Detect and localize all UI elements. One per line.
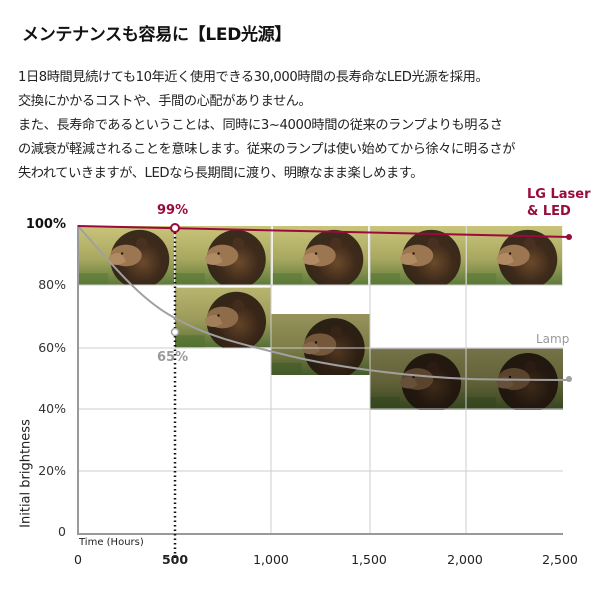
x-tick-2500: 2,500 [542, 552, 578, 567]
lion-photo-icon [370, 226, 466, 285]
lion-image-tiles [78, 226, 563, 410]
legend-lamp: Lamp [536, 332, 570, 346]
description-text: 1日8時間見続けても10年近く使用できる30,000時間の長寿命なLED光源を採… [18, 66, 598, 186]
lamp-end-point[interactable] [566, 376, 572, 382]
x-axis-title: Time (Hours) [79, 537, 144, 548]
page-title: メンテナンスも容易に【LED光源】 [22, 25, 292, 45]
y-tick-40: 40% [38, 401, 66, 416]
x-tick-500: 500 [161, 552, 189, 567]
x-tick-0: 0 [74, 552, 82, 567]
legend-led-line1: LG Laser [527, 187, 591, 202]
legend-led-line2: & LED [527, 204, 571, 219]
y-tick-100: 100% [25, 217, 66, 232]
x-tick-2000: 2,000 [447, 552, 483, 567]
y-tick-20: 20% [38, 463, 66, 478]
led-500-point[interactable] [170, 223, 180, 233]
lion-photo-icon [175, 226, 271, 285]
description-line: また、長寿命であるということは、同時に3~4000時間の従来のランプよりも明るさ [18, 118, 503, 133]
y-tick-0: 0 [58, 524, 66, 539]
legend-led: LG Laser & LED [527, 186, 591, 220]
axes [77, 225, 563, 535]
led-line [77, 225, 570, 238]
description-line: の減衰が軽減されることを意味します。従来のランプは使い始めてから徐々に明るさが [18, 142, 515, 157]
grid-lines [78, 226, 563, 533]
x-tick-1500: 1,500 [351, 552, 387, 567]
description-line: 交換にかかるコストや、手間の心配がありません。 [18, 94, 312, 109]
lamp-line [77, 225, 569, 381]
description-line: 失われていきますが、LEDなら長期間に渡り、明瞭なまま楽しめます。 [18, 166, 424, 181]
description-line: 1日8時間見続けても10年近く使用できる30,000時間の長寿命なLED光源を採… [18, 70, 489, 85]
lion-photo-icon [272, 226, 369, 285]
led-end-point[interactable] [566, 234, 572, 240]
y-axis-title: Initial brightness [18, 419, 34, 528]
y-tick-60: 60% [38, 340, 66, 355]
lamp-500-point[interactable] [170, 327, 180, 337]
x-tick-1000: 1,000 [253, 552, 289, 567]
lamp-500-value-label: 65% [157, 350, 189, 365]
led-500-value-label: 99% [157, 203, 189, 218]
y-tick-80: 80% [38, 277, 66, 292]
